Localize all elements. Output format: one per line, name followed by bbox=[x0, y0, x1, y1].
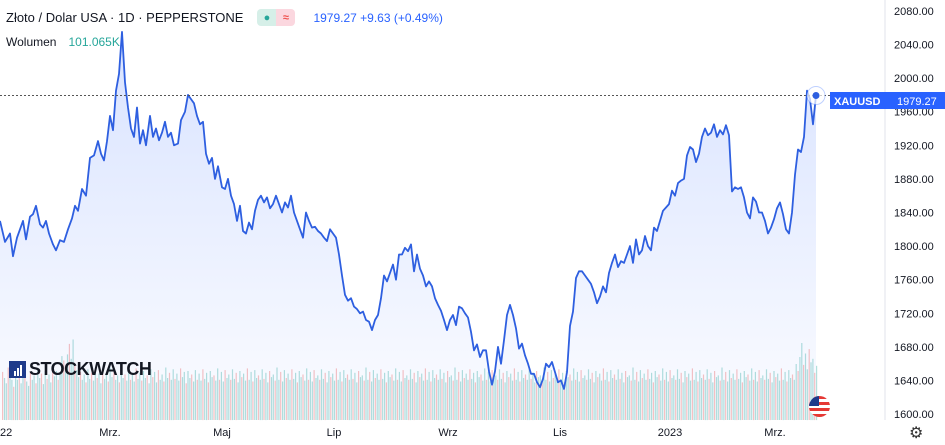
time-tick-label: Maj bbox=[213, 427, 231, 439]
settings-gear-icon[interactable]: ⚙ bbox=[909, 425, 924, 442]
volume-value: 101.065K bbox=[68, 35, 120, 49]
price-axis[interactable]: 2080.00 2040.00 2000.00 1960.00 1920.00 1880.… bbox=[894, 6, 934, 421]
price-tick-label: 1680.00 bbox=[894, 342, 934, 354]
price-tick-label: 1960.00 bbox=[894, 107, 934, 119]
quote-value: 1979.27 +9.63 (+0.49%) bbox=[313, 10, 443, 25]
last-point-dot bbox=[812, 92, 820, 100]
us-flag-icon[interactable] bbox=[809, 396, 830, 417]
price-line bbox=[0, 31, 817, 390]
status-pill[interactable]: ● ≈ bbox=[257, 9, 296, 26]
last-value-label: 1979.27 bbox=[885, 92, 945, 109]
stockwatch-logo: STOCKWATCH bbox=[9, 359, 152, 380]
time-tick-label: Lis bbox=[553, 427, 568, 439]
volume-legend[interactable]: Wolumen 101.065K bbox=[6, 35, 120, 49]
last-value-label-text: 1979.27 bbox=[897, 96, 937, 108]
time-tick-label: Wrz bbox=[438, 427, 457, 439]
time-axis[interactable]: 2022 Mrz. Maj Lip Wrz Lis 2023 Mrz. bbox=[0, 427, 786, 439]
price-tick-label: 1840.00 bbox=[894, 208, 934, 220]
price-tick-label: 2040.00 bbox=[894, 40, 934, 52]
price-tick-label: 1600.00 bbox=[894, 409, 934, 421]
price-tick-label: 1640.00 bbox=[894, 376, 934, 388]
symbol-title[interactable]: Złoto / Dolar USA · 1D · PEPPERSTONE bbox=[6, 10, 244, 25]
dot-icon[interactable]: ● bbox=[257, 9, 277, 26]
price-tick-label: 1720.00 bbox=[894, 308, 934, 320]
approx-icon[interactable]: ≈ bbox=[276, 9, 296, 26]
time-tick-label: Mrz. bbox=[764, 427, 785, 439]
price-tick-label: 2080.00 bbox=[894, 6, 934, 18]
price-tick-label: 1880.00 bbox=[894, 174, 934, 186]
volume-bar bbox=[816, 365, 818, 421]
price-tick-label: 1800.00 bbox=[894, 241, 934, 253]
time-tick-label: Mrz. bbox=[99, 427, 120, 439]
logo-bars-icon bbox=[9, 361, 26, 378]
volume-label: Wolumen bbox=[6, 35, 57, 49]
price-area-fill bbox=[0, 31, 816, 421]
price-tick-label: 1920.00 bbox=[894, 140, 934, 152]
time-tick-label: Lip bbox=[327, 427, 342, 439]
price-tick-label: 1760.00 bbox=[894, 275, 934, 287]
symbol-label: XAUUSD bbox=[830, 92, 885, 109]
time-tick-label: 2022 bbox=[0, 427, 12, 439]
price-tick-label: 2000.00 bbox=[894, 73, 934, 85]
legend: Złoto / Dolar USA · 1D · PEPPERSTONE ● ≈… bbox=[6, 9, 443, 26]
logo-text: STOCKWATCH bbox=[29, 359, 152, 379]
symbol-label-text: XAUUSD bbox=[834, 96, 881, 108]
time-tick-label: 2023 bbox=[658, 427, 682, 439]
